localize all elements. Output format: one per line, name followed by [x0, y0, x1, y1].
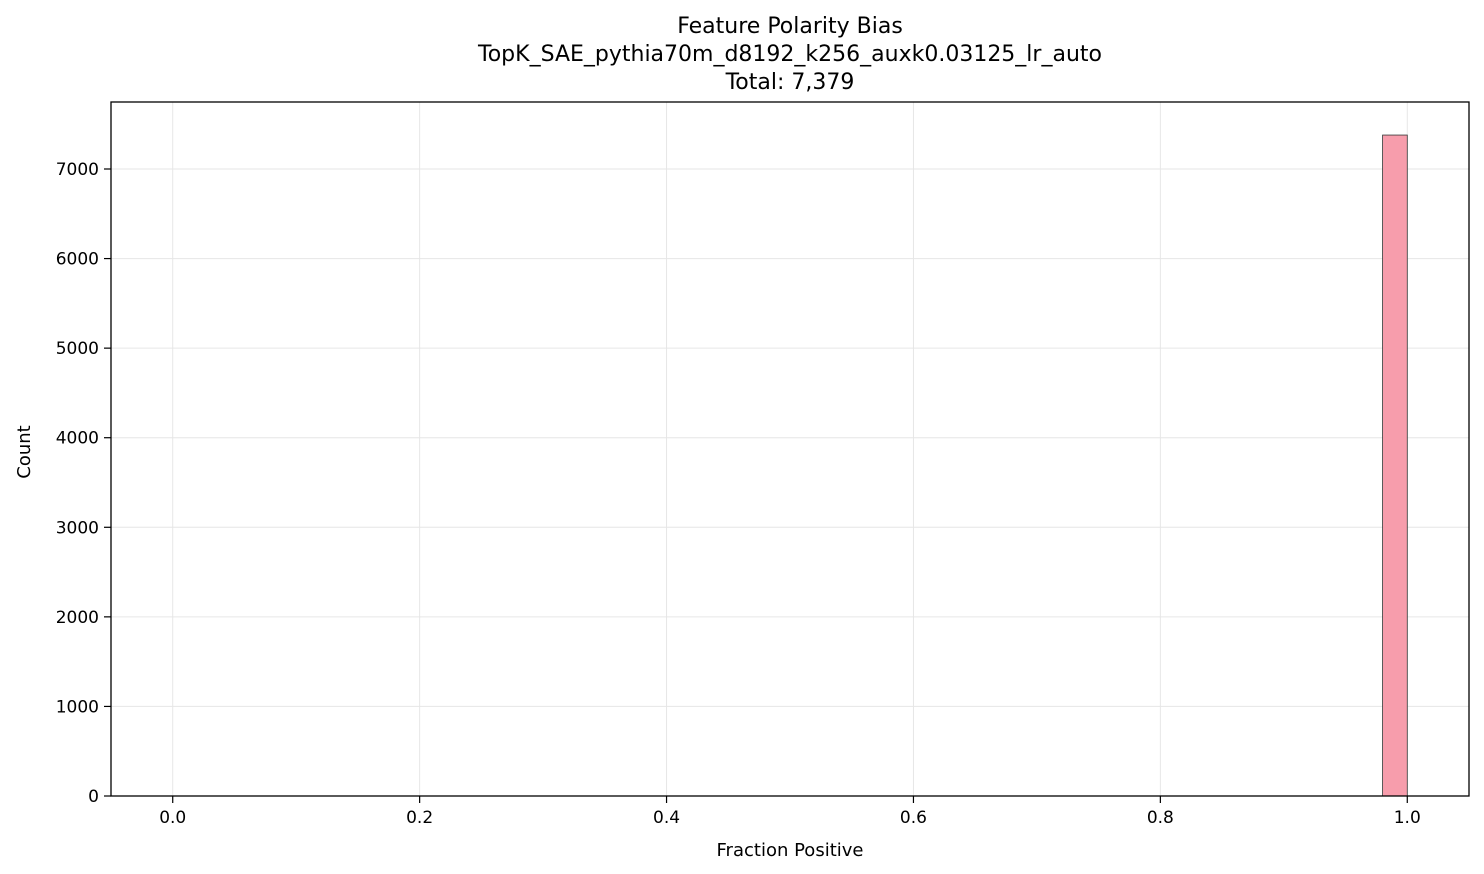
x-tick-label-4: 0.8 [1147, 808, 1174, 828]
x-tick-label-5: 1.0 [1394, 808, 1421, 828]
chart-title-line-2: TopK_SAE_pythia70m_d8192_k256_auxk0.0312… [477, 42, 1102, 67]
y-tick-label-3: 3000 [56, 518, 99, 538]
x-tick-label-1: 0.2 [406, 808, 433, 828]
x-tick-label-3: 0.6 [900, 808, 927, 828]
y-tick-label-6: 6000 [56, 250, 99, 270]
y-tick-label-2: 2000 [56, 608, 99, 628]
x-tick-label-2: 0.4 [653, 808, 680, 828]
axis-ticks: 0.0 0.2 0.4 0.6 0.8 1.0 0 1000 2000 3000 4000 5000 6… [56, 160, 1421, 828]
y-tick-label-1: 1000 [56, 697, 99, 717]
grid-lines [111, 102, 1469, 797]
y-axis-label: Count [14, 425, 35, 478]
x-axis-label: Fraction Positive [717, 840, 864, 861]
histogram-bar-0 [1382, 134, 1408, 797]
chart-title-line-3: Total: 7,379 [725, 70, 855, 95]
y-tick-label-4: 4000 [56, 429, 99, 449]
y-tick-label-7: 7000 [56, 160, 99, 180]
histogram-bars [1382, 134, 1408, 797]
chart-title-line-1: Feature Polarity Bias [677, 14, 903, 39]
y-tick-label-5: 5000 [56, 339, 99, 359]
y-tick-label-0: 0 [88, 787, 99, 807]
plot-frame [110, 101, 1470, 797]
x-tick-label-0: 0.0 [159, 808, 186, 828]
